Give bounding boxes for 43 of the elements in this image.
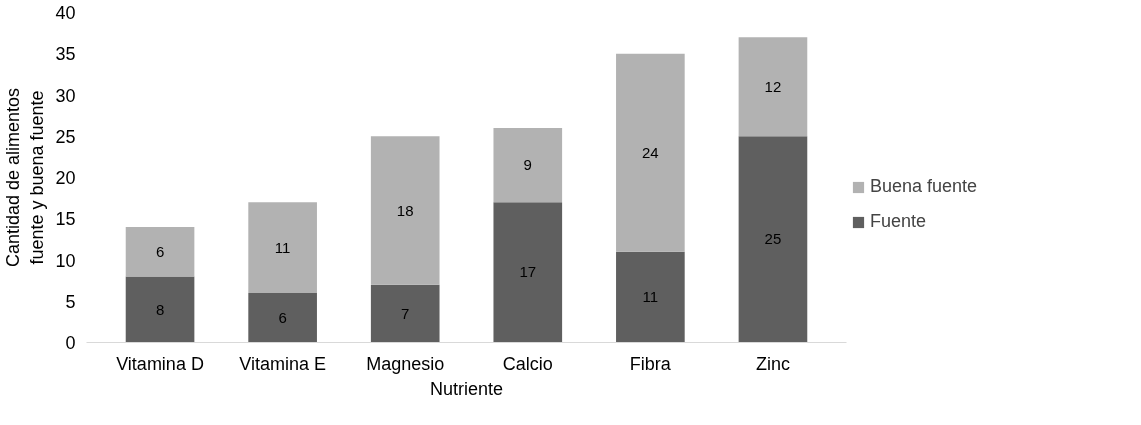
x-tick-label: Vitamina D	[116, 353, 204, 374]
y-tick-label: 20	[55, 168, 76, 188]
y-tick-label: 5	[65, 291, 76, 312]
bar	[616, 53, 685, 252]
bar	[493, 202, 563, 343]
bar	[738, 136, 808, 343]
y-tick-label: 30	[55, 85, 76, 106]
data-label: 6	[278, 308, 287, 326]
data-label: 17	[519, 263, 537, 281]
bar	[370, 284, 440, 343]
data-label: 6	[155, 242, 165, 260]
bar	[125, 227, 195, 277]
x-tick-label: Calcio	[502, 353, 553, 374]
data-label: 24	[642, 143, 659, 161]
data-label: 18	[396, 201, 414, 219]
y-tick-label: 35	[55, 44, 76, 65]
legend-label: Buena fuente	[870, 176, 978, 197]
y-tick-label: 40	[55, 3, 76, 23]
bar	[370, 136, 440, 285]
x-tick-label: Zinc	[755, 353, 790, 374]
bar	[738, 37, 808, 137]
y-axis-title: Cantidad de alimentos fuente y buena fuente	[3, 87, 48, 268]
data-label: 25	[764, 230, 782, 248]
bar	[248, 202, 317, 293]
bar	[493, 128, 563, 203]
data-label: 7	[401, 304, 410, 322]
bar	[616, 251, 685, 343]
y-tick-label: 0	[65, 333, 76, 353]
data-label: 9	[523, 156, 532, 174]
bar	[248, 293, 317, 343]
x-tick-label: Vitamina E	[239, 353, 326, 374]
y-tick-label: 10	[55, 250, 76, 271]
data-label: 12	[764, 77, 782, 95]
x-axis-title: Nutriente	[429, 378, 504, 399]
y-tick-label: 15	[55, 209, 76, 230]
bar	[125, 276, 195, 343]
data-label: 11	[642, 288, 659, 306]
legend-label: Fuente	[870, 211, 927, 232]
data-label: 11	[274, 238, 291, 256]
y-tick-label: 25	[55, 126, 76, 147]
data-label: 8	[155, 300, 165, 318]
x-tick-label: Magnesio	[366, 353, 445, 374]
x-tick-label: Fibra	[629, 353, 672, 374]
